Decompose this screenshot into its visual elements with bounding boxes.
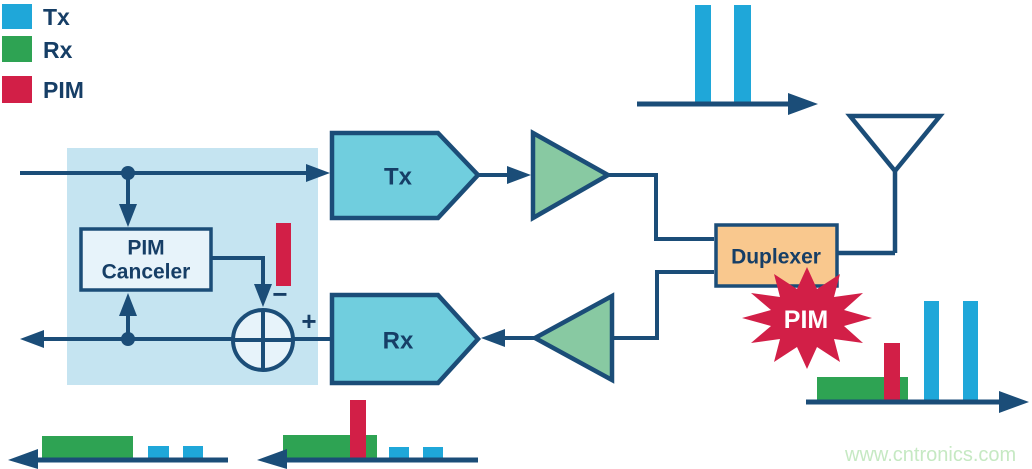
legend-swatch-tx xyxy=(2,4,32,29)
summation-minus-sign: − xyxy=(272,279,287,309)
spectrum-bar-pim xyxy=(884,343,900,402)
spectrum-bar-tx xyxy=(695,5,711,104)
pim-canceler-label-line1: PIM xyxy=(127,237,164,260)
tx-input-arrowhead xyxy=(306,164,330,182)
legend-label-tx: Tx xyxy=(43,4,70,30)
duplexer-to-amp-line xyxy=(613,270,714,340)
tx-block-label: Tx xyxy=(384,164,413,191)
pim-canceler-label-line2: Canceler xyxy=(102,261,191,284)
spectrum-bar-tx xyxy=(148,446,169,460)
legend-label-rx: Rx xyxy=(43,37,73,63)
spectrum-bar-tx xyxy=(423,447,443,460)
rx-block-shape xyxy=(329,292,482,386)
pim-starburst-shape xyxy=(742,267,872,369)
pim-reference-bar xyxy=(276,223,291,286)
spectrum-bar-tx xyxy=(963,301,978,402)
canceler-tap-arrowhead xyxy=(119,204,137,227)
spectrum-axis-arrowhead xyxy=(8,449,38,469)
spectrum-bar-rx xyxy=(42,436,133,460)
legend-label-pim: PIM xyxy=(43,77,84,103)
tx-to-amp-arrowhead xyxy=(507,166,531,184)
canceler-to-summer-arrowhead xyxy=(254,284,272,307)
rx-block-label: Rx xyxy=(383,328,414,355)
antenna-icon xyxy=(845,113,945,175)
tx-amplifier-triangle xyxy=(530,129,613,222)
canceler-output-line xyxy=(210,256,265,286)
amp-to-duplexer-line xyxy=(608,173,714,241)
summation-node: − + xyxy=(231,279,317,372)
spectrum-bar-tx xyxy=(924,301,939,402)
rx-amplifier-triangle xyxy=(530,292,615,384)
rx-output-arrowhead xyxy=(20,330,44,348)
spectrum-bar-tx xyxy=(183,446,203,460)
legend: Tx Rx PIM xyxy=(2,4,84,103)
spectrum-bar-tx xyxy=(389,447,409,460)
amp-to-rx-arrowhead xyxy=(481,329,505,347)
spectrum-bar-pim xyxy=(350,400,366,460)
spectrum-rx-after-cancellation xyxy=(8,436,228,469)
pim-canceler-box xyxy=(79,227,213,292)
duplexer-label: Duplexer xyxy=(731,246,821,269)
spectrum-axis-arrowhead xyxy=(999,391,1029,413)
spectrum-axis-arrowhead xyxy=(257,449,287,469)
summation-cross xyxy=(234,311,292,369)
spectrum-bar-tx xyxy=(734,5,751,104)
spectrum-tx-output xyxy=(637,5,818,115)
legend-swatch-pim xyxy=(2,76,32,103)
spectrum-axis-arrowhead xyxy=(788,93,818,115)
spectrum-antenna-path xyxy=(806,301,1029,413)
legend-swatch-rx xyxy=(2,36,32,62)
canceler-feedback-arrowhead xyxy=(119,293,137,316)
watermark-text: www.cntronics.com xyxy=(844,444,1016,466)
tx-block-shape xyxy=(329,130,482,221)
spectrum-rx-before-cancellation xyxy=(257,400,478,469)
summation-plus-sign: + xyxy=(301,306,316,336)
pim-starburst-label: PIM xyxy=(784,306,828,334)
